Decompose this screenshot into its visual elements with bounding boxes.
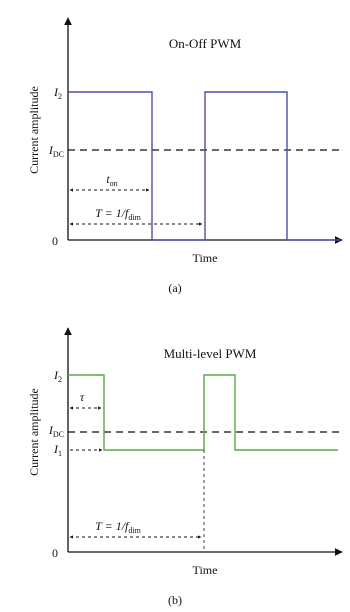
x-axis-label: Time [193,251,218,265]
i2-label: I2 [53,85,62,101]
zero-label: 0 [52,546,58,560]
panel-b: Multi-level PWM Current amplitude Time (… [27,327,344,607]
tau-label: τ [80,390,85,404]
i2-label: I2 [53,368,62,384]
x-axis-label: Time [193,563,218,577]
caption-a: (a) [168,281,181,295]
zero-label: 0 [52,234,58,248]
on-off-waveform [68,91,340,241]
period-label: T = 1/fdim [95,519,141,535]
i1-label: I1 [53,442,62,458]
caption-b: (b) [168,593,182,607]
idc-label: IDC [48,143,64,159]
y-axis-label: Current amplitude [27,86,41,174]
chart-title: Multi-level PWM [164,346,257,361]
idc-label: IDC [48,423,64,439]
chart-title: On-Off PWM [169,36,242,51]
panel-a: On-Off PWM Current amplitude Time (a) 0 … [27,17,344,295]
ton-label: ton [106,172,117,188]
y-axis-label: Current amplitude [27,388,41,476]
period-label: T = 1/fdim [95,206,141,222]
multi-level-waveform [68,374,338,451]
